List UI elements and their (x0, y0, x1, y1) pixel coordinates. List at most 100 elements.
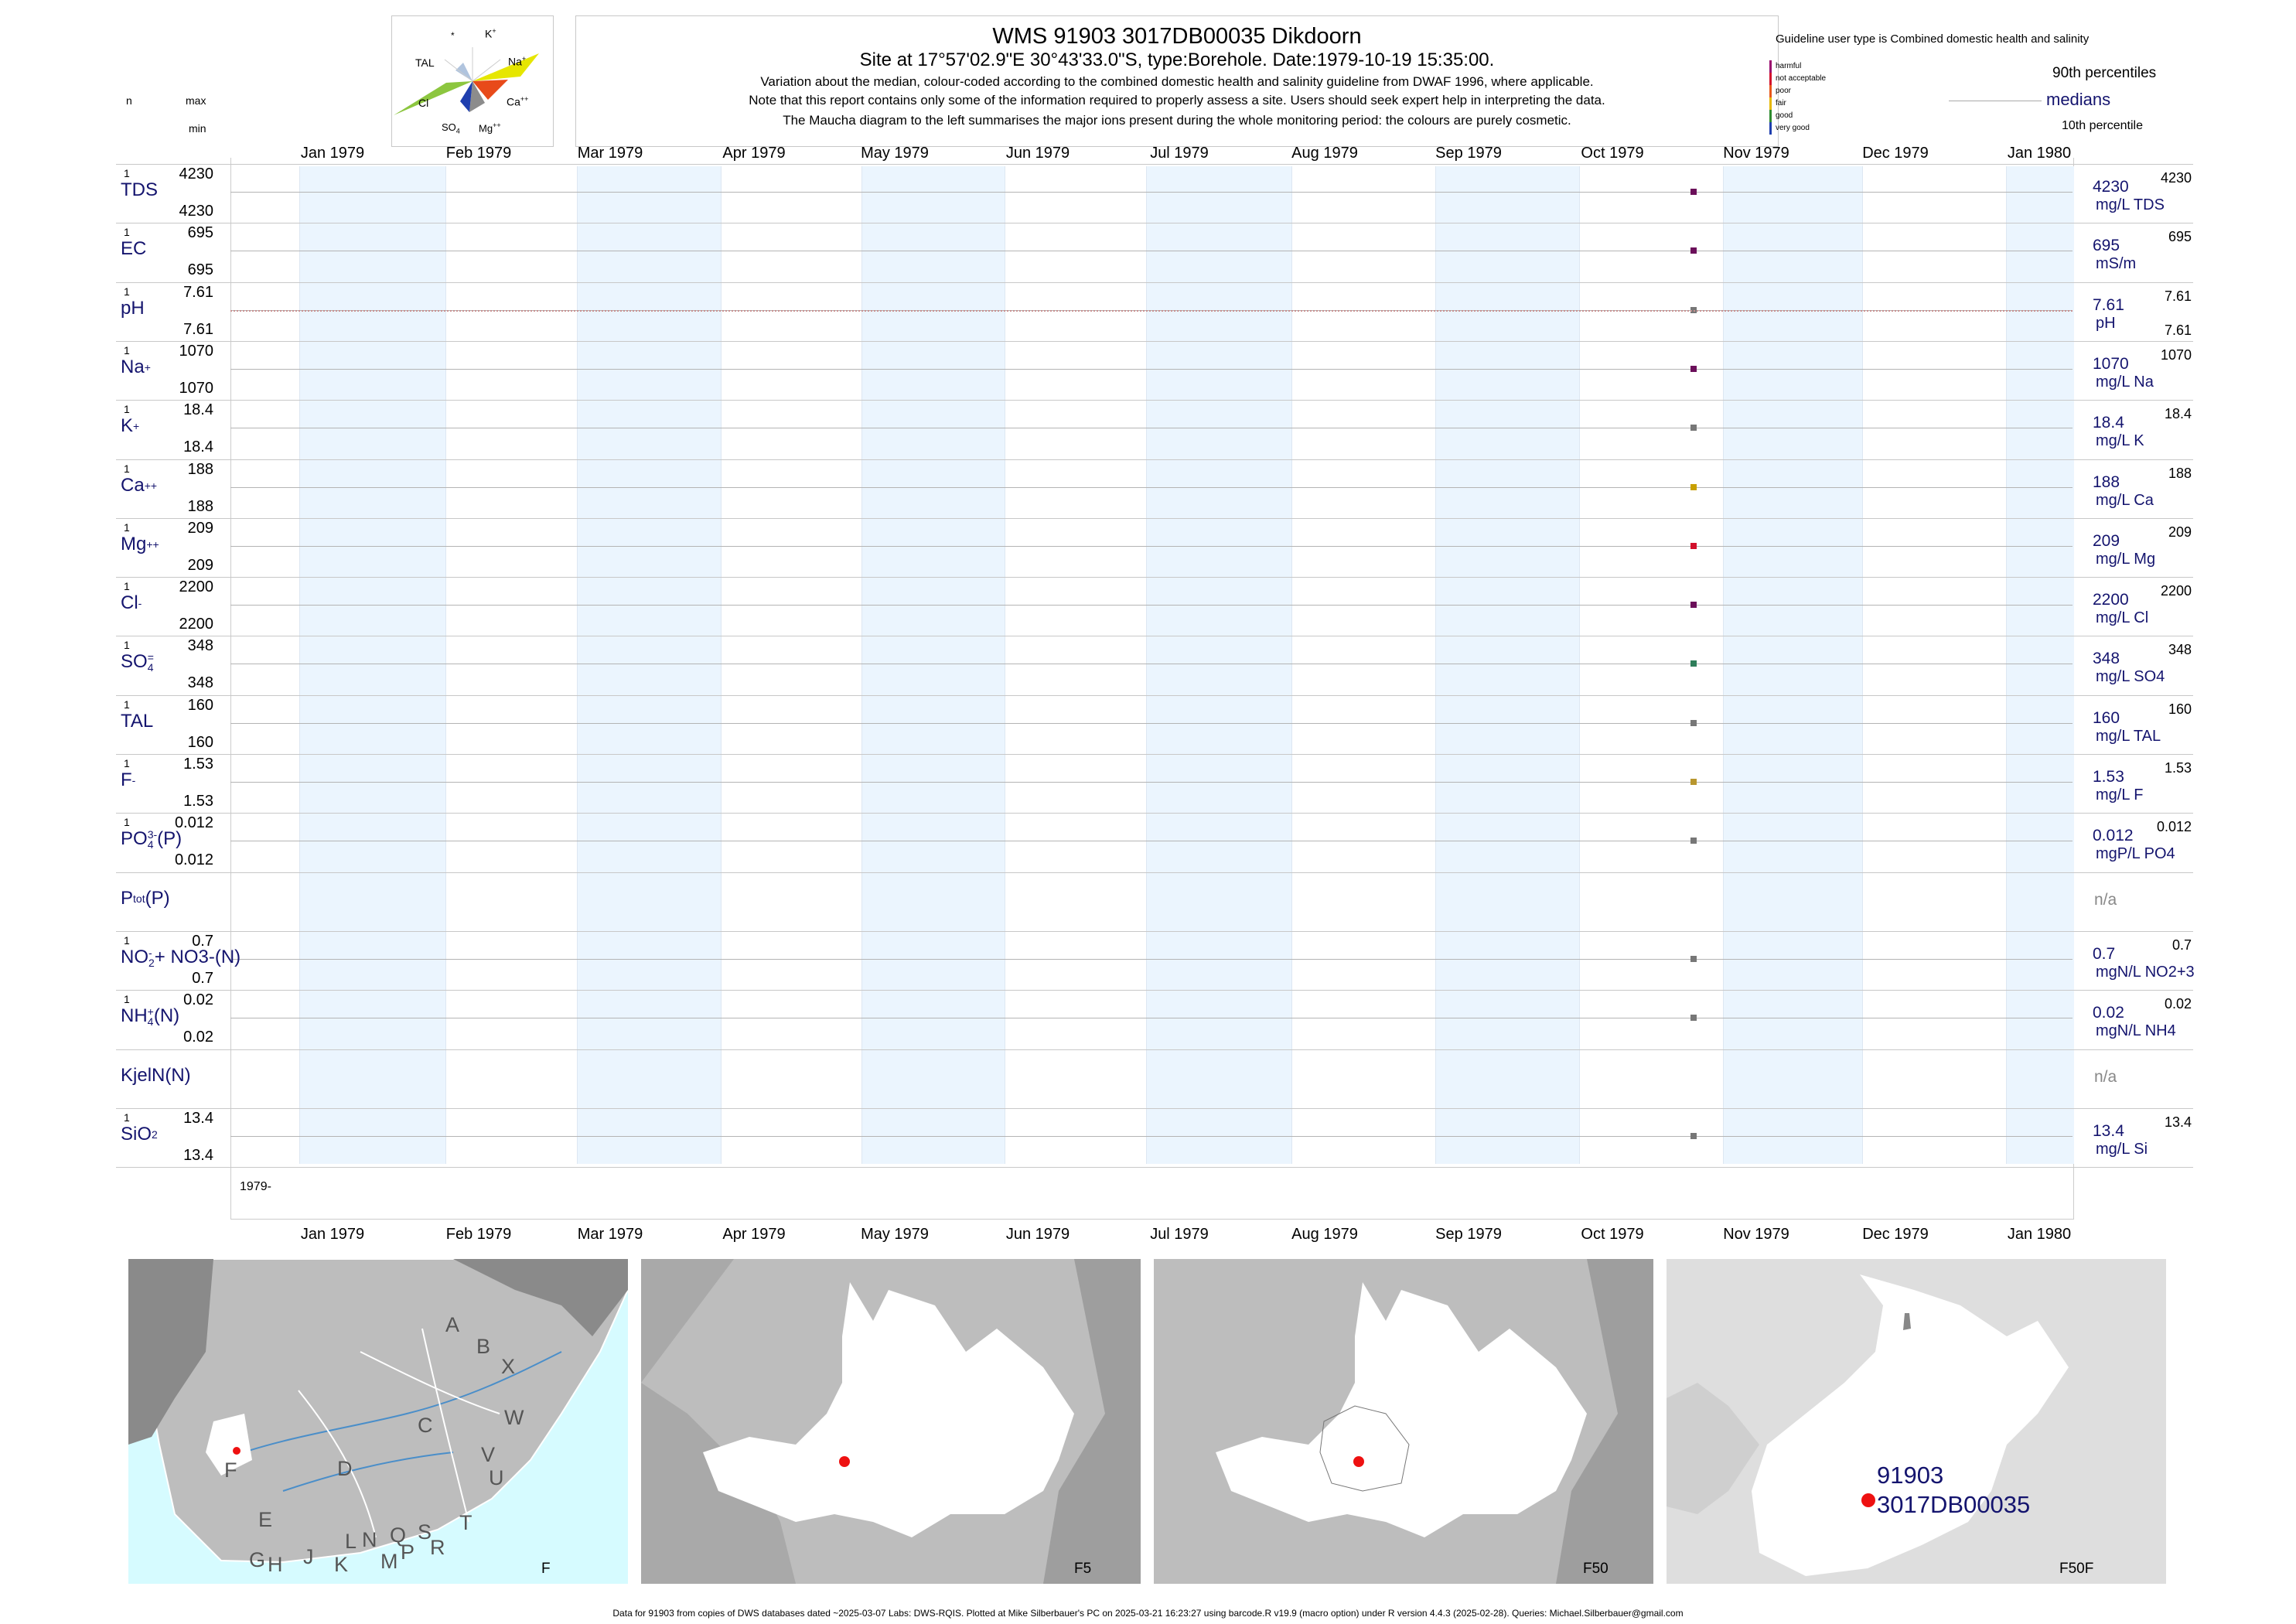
month-label-top: Jan 1980 (2007, 145, 2072, 162)
month-label-top: Apr 1979 (722, 145, 786, 162)
right-median-value: 7.61 (2093, 295, 2124, 314)
right-median-value: 209 (2093, 531, 2120, 550)
parameter-label-script: ++ (146, 537, 159, 551)
note-line-1: Variation about the median, colour-coded… (760, 74, 1594, 89)
month-label-top: Jun 1979 (1005, 145, 1070, 162)
parameter-label-text: SO (121, 651, 148, 673)
maucha-label-so4: SO4 (442, 121, 460, 135)
parameter-label-kjeln: KjelN(N) (121, 1065, 191, 1087)
legend-swatch (1769, 73, 1772, 85)
parameter-label-ca: Ca ++ (121, 475, 157, 496)
row-separator (116, 1167, 2193, 1169)
footer-note: Data for 91903 from copies of DWS databa… (612, 1608, 1684, 1619)
right-p10-value: 7.61 (2164, 322, 2192, 338)
right-unit: mg/L Cl (2096, 609, 2149, 627)
month-label-bottom: Sep 1979 (1435, 1226, 1502, 1243)
parameter-label-script: -2 (148, 946, 155, 969)
row-min: 695 (187, 261, 213, 279)
map-neighbour-area (1667, 1383, 1759, 1514)
row-separator (116, 930, 2193, 932)
parameter-label-text: F (121, 769, 132, 790)
parameter-label-script: = 4 (147, 651, 154, 674)
right-unit: mgP/L PO4 (2096, 845, 2175, 863)
right-median-value: 2200 (2093, 591, 2129, 609)
parameter-label-ph: pH (121, 298, 145, 319)
map-site-marker (839, 1456, 850, 1467)
map-subcatchment (1319, 1405, 1410, 1492)
median-line (230, 486, 2073, 488)
median-line (230, 545, 2073, 547)
sample-marker (1690, 483, 1697, 490)
header-min-label: min (189, 122, 206, 135)
sample-marker (1690, 542, 1697, 549)
parameter-label-script: 2 (152, 1128, 158, 1141)
right-unit: mg/L Ca (2096, 491, 2154, 509)
parameter-label-script: tot (133, 892, 145, 905)
row-n: 1 (124, 462, 130, 475)
parameter-label-text: NO (121, 946, 148, 967)
right-p90-value: 209 (2168, 524, 2192, 540)
month-label-top: May 1979 (861, 145, 929, 162)
parameter-label-mg: Mg ++ (121, 534, 159, 555)
row-separator (116, 872, 2193, 873)
sample-marker (1690, 365, 1697, 372)
right-p90-value: 13.4 (2164, 1114, 2192, 1130)
row-max: 695 (187, 224, 213, 242)
right-median-value: 0.7 (2093, 944, 2116, 963)
right-p90-value: 348 (2168, 642, 2192, 658)
row-n: 1 (124, 167, 130, 179)
month-gridline (1435, 166, 1436, 1164)
median-line (230, 958, 2073, 960)
row-min: 4230 (179, 203, 214, 220)
month-gridline (1579, 166, 1580, 1164)
row-n: 1 (124, 1111, 130, 1124)
parameter-label-script: + (144, 361, 151, 374)
parameter-label-nh4: NH +4 (N) (121, 1005, 179, 1027)
map-region-label: S (418, 1520, 432, 1544)
right-median-value: 18.4 (2093, 414, 2124, 432)
row-min: 348 (187, 674, 213, 692)
map-f5: F5 (641, 1259, 1141, 1584)
maucha-label-k: K+ (485, 27, 496, 40)
row-min: 1.53 (183, 793, 213, 810)
map-south-africa-svg (128, 1259, 628, 1564)
maucha-ca-sector (473, 80, 508, 100)
row-min: 0.012 (174, 851, 213, 869)
map-catchment (1216, 1282, 1587, 1537)
maucha-axis (444, 59, 473, 82)
right-median-value: 1070 (2093, 354, 2129, 373)
parameter-label-script: +4 (147, 1005, 154, 1028)
row-min: 0.7 (192, 969, 213, 987)
month-label-bottom: Jan 1979 (300, 1226, 365, 1243)
row-max: 18.4 (183, 401, 213, 419)
maucha-cl-sector (394, 81, 473, 115)
row-max: 4230 (179, 165, 214, 183)
sample-marker (1690, 955, 1697, 962)
parameter-label-suffix: + NO3-(N) (154, 946, 241, 967)
month-band (299, 166, 445, 1164)
map-f5-svg (641, 1259, 1141, 1584)
map-f50-svg (1154, 1259, 1653, 1584)
row-n: 1 (124, 816, 130, 829)
month-label-top: Aug 1979 (1291, 145, 1358, 162)
parameter-label-tds: TDS (121, 179, 158, 201)
right-median-value: 695 (2093, 237, 2120, 255)
row-n: 1 (124, 757, 130, 769)
maucha-label-tal: TAL (415, 56, 435, 69)
right-p90-value: 0.012 (2156, 819, 2192, 835)
row-separator (116, 754, 2193, 755)
map-region-label: A (445, 1313, 460, 1336)
sample-marker (1690, 660, 1697, 667)
page-title: WMS 91903 3017DB00035 Dikdoorn (992, 24, 1362, 49)
sample-marker (1690, 602, 1697, 609)
parameter-label-cl: Cl - (121, 592, 142, 614)
map-catchment (1752, 1274, 2069, 1576)
parameter-label-no2no3: NO -2 + NO3-(N) (121, 947, 241, 968)
row-n: 1 (124, 520, 130, 534)
map-site-marker (1861, 1493, 1875, 1507)
map-region-label: J (303, 1545, 314, 1568)
map-neighbour-area (1043, 1259, 1141, 1584)
month-gridline (1291, 166, 1292, 1164)
